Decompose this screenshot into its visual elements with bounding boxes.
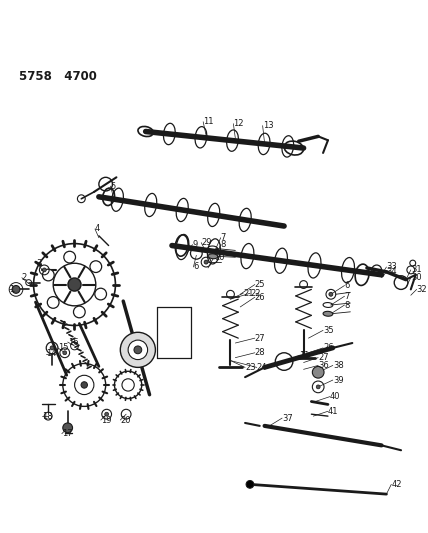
Circle shape [63, 423, 73, 433]
Text: 26: 26 [323, 343, 334, 352]
Text: 14: 14 [46, 349, 57, 358]
Circle shape [50, 346, 54, 350]
Text: 23: 23 [245, 363, 256, 372]
Text: 2: 2 [22, 273, 27, 282]
Text: 12: 12 [233, 119, 244, 128]
Text: 20: 20 [120, 416, 131, 424]
Text: 1: 1 [9, 285, 15, 294]
Text: 38: 38 [333, 361, 344, 370]
Text: 27: 27 [318, 353, 329, 362]
Text: 19: 19 [101, 416, 111, 424]
Text: 21: 21 [243, 289, 254, 298]
Text: 6: 6 [345, 281, 350, 290]
Circle shape [128, 340, 148, 360]
Text: 13: 13 [263, 121, 273, 130]
Circle shape [316, 385, 320, 389]
Text: 9: 9 [193, 240, 198, 249]
Text: 10: 10 [214, 253, 224, 262]
Text: 3: 3 [36, 259, 42, 268]
Text: 16: 16 [68, 337, 78, 346]
Text: 35: 35 [323, 326, 334, 335]
Circle shape [42, 269, 54, 281]
Text: 6: 6 [193, 262, 199, 271]
Text: 42: 42 [391, 480, 402, 489]
Circle shape [48, 296, 59, 308]
Text: 41: 41 [328, 407, 339, 416]
Circle shape [134, 346, 142, 354]
Text: 36: 36 [318, 361, 329, 370]
Text: 39: 39 [333, 376, 343, 385]
Text: 8: 8 [221, 240, 226, 249]
Text: 37: 37 [282, 414, 293, 423]
Text: 33: 33 [386, 262, 397, 271]
Text: 4: 4 [95, 224, 100, 233]
Text: 17: 17 [62, 429, 72, 438]
Circle shape [68, 278, 81, 291]
Text: 31: 31 [411, 265, 422, 274]
Ellipse shape [208, 254, 218, 259]
Circle shape [329, 292, 333, 296]
Text: 29: 29 [201, 238, 212, 247]
Text: 24: 24 [257, 363, 267, 372]
Text: 28: 28 [255, 348, 265, 357]
Circle shape [246, 480, 254, 488]
Text: 11: 11 [203, 117, 214, 126]
Circle shape [312, 366, 324, 378]
Circle shape [105, 412, 109, 416]
Text: 34: 34 [386, 268, 397, 277]
Text: 7: 7 [345, 292, 350, 301]
Text: 7: 7 [221, 233, 226, 242]
Circle shape [42, 268, 46, 272]
Text: 18: 18 [42, 411, 53, 421]
Text: 27: 27 [255, 334, 265, 343]
Text: 26: 26 [255, 293, 265, 302]
Text: 40: 40 [330, 392, 340, 401]
Text: 22: 22 [250, 289, 261, 298]
Circle shape [120, 332, 155, 367]
Text: 30: 30 [411, 273, 422, 282]
Text: 5758   4700: 5758 4700 [19, 70, 97, 83]
Text: 5: 5 [110, 182, 116, 191]
Circle shape [81, 382, 87, 388]
Text: 32: 32 [416, 285, 427, 294]
Text: 15: 15 [58, 343, 68, 352]
Circle shape [12, 286, 20, 293]
Circle shape [204, 260, 208, 264]
Circle shape [95, 288, 107, 300]
Text: 25: 25 [255, 280, 265, 289]
Circle shape [63, 351, 67, 355]
Circle shape [74, 306, 85, 318]
Circle shape [64, 251, 75, 263]
Circle shape [90, 261, 102, 272]
Text: 11: 11 [299, 351, 309, 360]
Ellipse shape [323, 311, 333, 316]
Text: 8: 8 [345, 301, 350, 310]
